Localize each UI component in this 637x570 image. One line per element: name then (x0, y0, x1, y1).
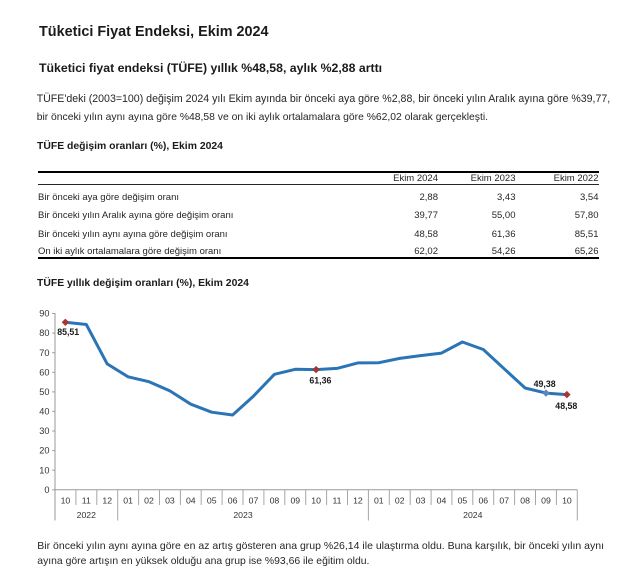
svg-text:49,38: 49,38 (534, 379, 556, 389)
svg-text:48,58: 48,58 (555, 401, 577, 411)
svg-text:70: 70 (39, 348, 49, 358)
svg-text:90: 90 (39, 309, 49, 319)
svg-text:10: 10 (61, 496, 71, 506)
svg-text:10: 10 (39, 465, 49, 475)
svg-text:06: 06 (228, 496, 238, 506)
svg-text:04: 04 (186, 496, 196, 506)
svg-text:30: 30 (39, 426, 49, 436)
svg-text:40: 40 (39, 407, 49, 417)
svg-text:07: 07 (499, 496, 509, 506)
svg-text:85,51: 85,51 (57, 327, 79, 337)
svg-text:10: 10 (311, 496, 321, 506)
svg-text:05: 05 (458, 496, 468, 506)
svg-text:04: 04 (437, 496, 447, 506)
svg-text:61,36: 61,36 (309, 375, 331, 385)
svg-text:12: 12 (353, 496, 363, 506)
svg-text:20: 20 (39, 446, 49, 456)
svg-text:12: 12 (102, 496, 112, 506)
svg-text:03: 03 (165, 496, 175, 506)
svg-text:09: 09 (290, 496, 300, 506)
svg-text:05: 05 (207, 496, 217, 506)
svg-text:80: 80 (39, 328, 49, 338)
svg-text:60: 60 (39, 367, 49, 377)
svg-text:09: 09 (541, 496, 551, 506)
svg-text:07: 07 (249, 496, 259, 506)
svg-text:11: 11 (332, 496, 341, 506)
svg-text:2023: 2023 (233, 510, 252, 520)
svg-text:0: 0 (44, 485, 49, 495)
svg-text:2022: 2022 (77, 510, 96, 520)
svg-text:03: 03 (416, 496, 426, 506)
svg-text:02: 02 (395, 496, 405, 506)
svg-text:01: 01 (123, 496, 133, 506)
svg-text:11: 11 (82, 496, 91, 506)
svg-text:10: 10 (562, 496, 572, 506)
svg-text:2024: 2024 (463, 510, 482, 520)
svg-text:08: 08 (270, 496, 280, 506)
svg-text:06: 06 (478, 496, 488, 506)
svg-text:01: 01 (374, 496, 384, 506)
svg-text:50: 50 (39, 387, 49, 397)
svg-text:02: 02 (144, 496, 154, 506)
svg-text:08: 08 (520, 496, 530, 506)
